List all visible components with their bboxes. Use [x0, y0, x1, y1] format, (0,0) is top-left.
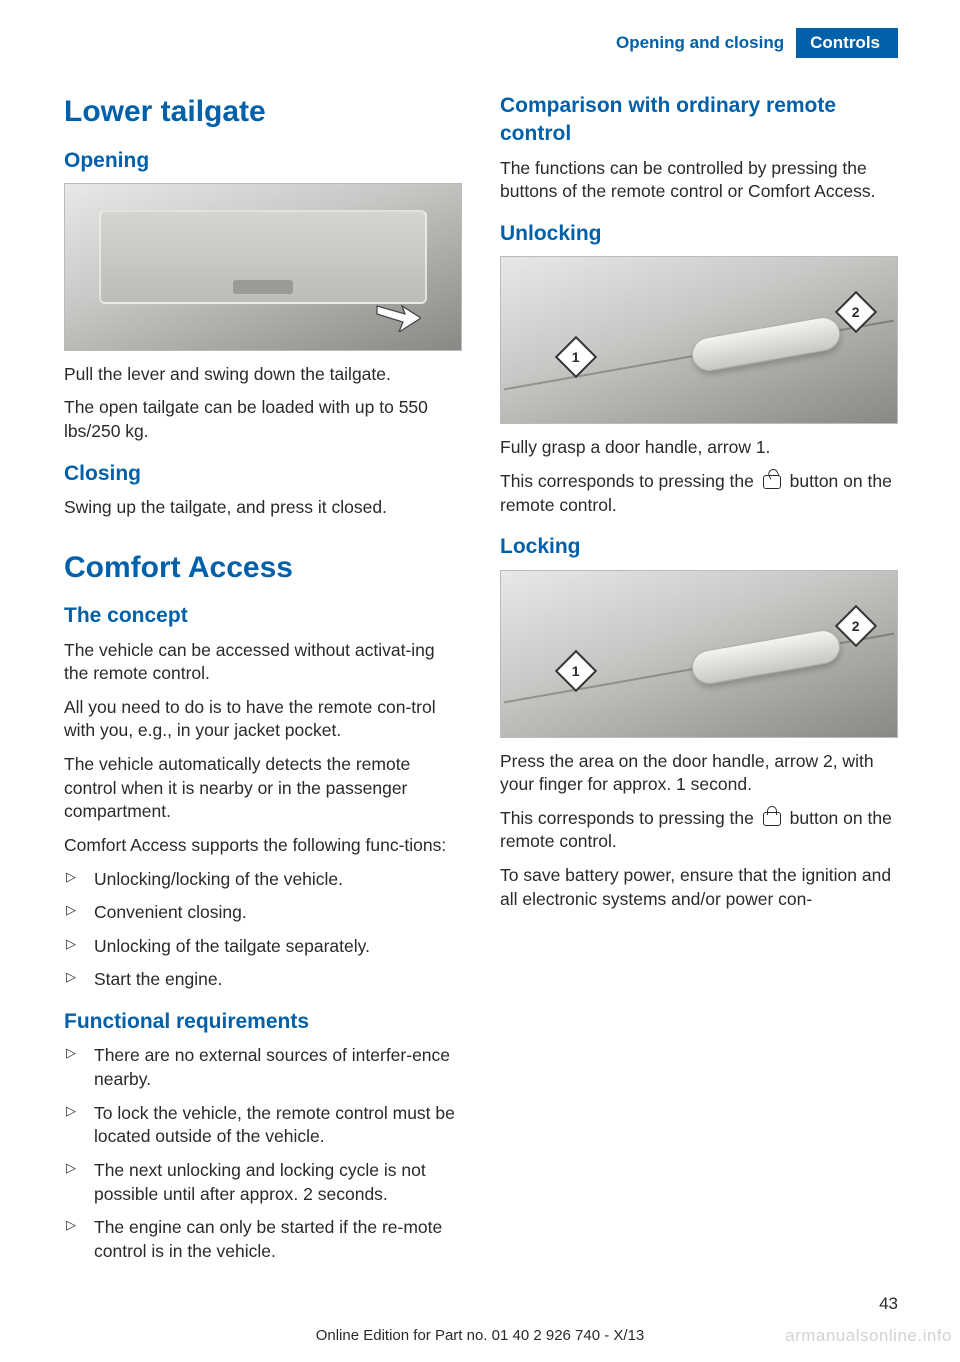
- bullet-list: Unlocking/locking of the vehicle. Conven…: [64, 868, 462, 993]
- body-text: The functions can be controlled by press…: [500, 157, 898, 204]
- heading-unlocking: Unlocking: [500, 220, 898, 248]
- heading-closing: Closing: [64, 460, 462, 488]
- figure-tailgate-opening: [64, 183, 462, 351]
- header-chapter: Controls: [796, 28, 898, 58]
- page-header: Opening and closing Controls: [616, 28, 898, 58]
- callout-marker-1: 1: [555, 336, 597, 378]
- callout-marker-1: 1: [555, 649, 597, 691]
- body-text: The open tailgate can be loaded with up …: [64, 396, 462, 443]
- body-text: Swing up the tailgate, and press it clos…: [64, 496, 462, 520]
- body-text: All you need to do is to have the remote…: [64, 696, 462, 743]
- heading-the-concept: The concept: [64, 602, 462, 630]
- list-item: The engine can only be started if the re…: [64, 1216, 462, 1263]
- body-text: This corresponds to pressing the button …: [500, 470, 898, 517]
- heading-comparison: Comparison with ordinary remote control: [500, 92, 898, 149]
- unlock-icon: [763, 475, 781, 489]
- bullet-list: There are no external sources of interfe…: [64, 1044, 462, 1149]
- heading-locking: Locking: [500, 533, 898, 561]
- body-text: Pull the lever and swing down the tailga…: [64, 363, 462, 387]
- callout-marker-2: 2: [835, 604, 877, 646]
- arrow-icon: [375, 302, 421, 332]
- figure-door-handle-lock: 1 2: [500, 570, 898, 738]
- text-fragment: This corresponds to pressing the: [500, 471, 759, 491]
- list-item: The next unlocking and locking cycle is …: [64, 1159, 462, 1206]
- list-item: To lock the vehicle, the remote control …: [64, 1102, 462, 1149]
- watermark: armanualsonline.info: [785, 1326, 952, 1346]
- figure-door-handle-unlock: 1 2: [500, 256, 898, 424]
- heading-functional-requirements: Functional requirements: [64, 1008, 462, 1036]
- body-text: This corresponds to pressing the button …: [500, 807, 898, 854]
- body-text: To save battery power, ensure that the i…: [500, 864, 898, 911]
- body-text: Fully grasp a door handle, arrow 1.: [500, 436, 898, 460]
- lock-icon: [763, 812, 781, 826]
- header-section: Opening and closing: [616, 28, 796, 58]
- text-fragment: This corresponds to pressing the: [500, 808, 759, 828]
- page-content: Lower tailgate Opening Pull the lever an…: [64, 92, 898, 1282]
- body-text: Press the area on the door handle, arrow…: [500, 750, 898, 797]
- bullet-list: The next unlocking and locking cycle is …: [64, 1159, 462, 1264]
- heading-opening: Opening: [64, 147, 462, 175]
- heading-lower-tailgate: Lower tailgate: [64, 92, 462, 133]
- list-item: Convenient closing.: [64, 901, 462, 925]
- list-item: There are no external sources of interfe…: [64, 1044, 462, 1091]
- page-number: 43: [879, 1294, 898, 1314]
- body-text: Comfort Access supports the following fu…: [64, 834, 462, 858]
- body-text: The vehicle can be accessed without acti…: [64, 639, 462, 686]
- heading-comfort-access: Comfort Access: [64, 548, 462, 589]
- list-item: Unlocking of the tailgate separately.: [64, 935, 462, 959]
- body-text: The vehicle automatically detects the re…: [64, 753, 462, 824]
- list-item: Unlocking/locking of the vehicle.: [64, 868, 462, 892]
- callout-marker-2: 2: [835, 291, 877, 333]
- list-item: Start the engine.: [64, 968, 462, 992]
